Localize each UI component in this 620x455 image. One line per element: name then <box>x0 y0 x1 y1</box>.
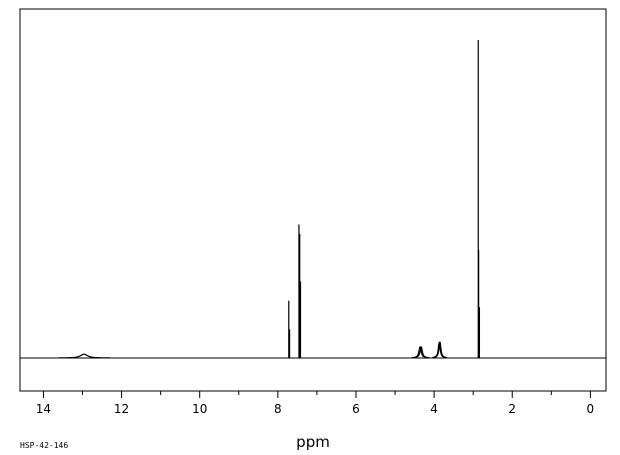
x-tick-label: 10 <box>192 402 207 416</box>
x-tick-label: 8 <box>274 402 282 416</box>
spectrum-peaks <box>58 40 481 359</box>
x-axis-ticks <box>42 391 591 398</box>
plot-frame <box>19 8 607 392</box>
x-tick-label: 0 <box>587 402 595 416</box>
x-tick-label: 2 <box>508 402 516 416</box>
x-tick-label: 4 <box>430 402 438 416</box>
x-tick-label: 12 <box>114 402 129 416</box>
spectrum-peak <box>413 346 430 359</box>
x-tick-label: 14 <box>36 402 51 416</box>
x-tick-label: 6 <box>352 402 360 416</box>
spectrum-peak <box>58 353 110 359</box>
spectrum-peak <box>432 341 448 359</box>
spectrum-code-label: HSP-42-146 <box>20 441 68 450</box>
x-axis-title: ppm <box>296 433 330 451</box>
x-axis-tick-labels: 14 12 10 8 6 4 2 0 <box>36 402 594 416</box>
